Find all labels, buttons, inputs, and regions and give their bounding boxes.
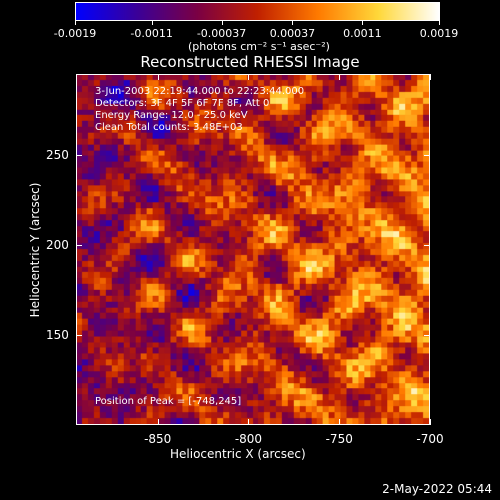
x-axis-title: Heliocentric X (arcsec) <box>170 447 306 461</box>
peak-position-label: Position of Peak = [-748,245] <box>95 396 242 407</box>
colorbar-tick-label: 0.00037 <box>269 27 316 40</box>
y-axis-tick <box>76 155 82 156</box>
colorbar-tick-label: 0.0011 <box>343 27 382 40</box>
x-axis-tick-label: -750 <box>325 432 353 446</box>
colorbar-tick <box>221 21 223 25</box>
x-axis-tick <box>339 74 341 80</box>
colorbar-tick <box>439 21 440 25</box>
y-axis-tick <box>76 245 82 246</box>
x-axis-tick <box>430 74 431 80</box>
colorbar-tick-label: -0.00037 <box>196 27 247 40</box>
colorbar-units: (photons cm⁻² s⁻¹ asec⁻²) <box>188 40 330 53</box>
y-axis-tick <box>424 155 430 156</box>
x-axis-tick <box>339 419 341 425</box>
chart-title: Reconstructed RHESSI Image <box>140 53 360 71</box>
colorbar-tick-label: -0.0019 <box>53 27 97 40</box>
energy-range-label: Energy Range: 12.0 - 25.0 keV <box>95 110 248 121</box>
y-axis-tick <box>76 335 82 336</box>
plot-datestamp: 2-May-2022 05:44 <box>382 482 492 496</box>
x-axis-tick <box>248 74 250 80</box>
plot-area <box>76 74 430 425</box>
x-axis-tick <box>157 74 159 80</box>
time-range-label: 3-Jun-2003 22:19:44.000 to 22:23:44.000 <box>95 86 305 97</box>
y-axis-tick <box>424 335 430 336</box>
x-axis-tick <box>157 419 159 425</box>
colorbar-tick <box>292 21 294 25</box>
detectors-label: Detectors: 3F 4F 5F 6F 7F 8F, Att 0 <box>95 98 270 109</box>
colorbar-tick <box>362 21 364 25</box>
y-axis-tick-label: 150 <box>46 328 69 342</box>
y-axis-tick <box>424 245 430 246</box>
colorbar-tick-label: 0.0019 <box>419 27 459 40</box>
x-axis-tick-label: -700 <box>416 432 444 446</box>
clean-counts-label: Clean Total counts: 3.48E+03 <box>95 122 243 133</box>
y-axis-tick-label: 200 <box>46 238 69 252</box>
colorbar <box>75 2 440 21</box>
colorbar-tick <box>75 21 76 25</box>
x-axis-tick-label: -850 <box>144 432 172 446</box>
colorbar-tick-label: -0.0011 <box>130 27 173 40</box>
x-axis-tick <box>430 419 431 425</box>
heatmap-image <box>77 75 429 424</box>
y-axis-title: Heliocentric Y (arcsec) <box>28 182 42 318</box>
x-axis-tick-label: -800 <box>234 432 263 446</box>
colorbar-tick <box>151 21 153 25</box>
y-axis-tick-label: 250 <box>46 148 69 162</box>
x-axis-tick <box>248 419 250 425</box>
